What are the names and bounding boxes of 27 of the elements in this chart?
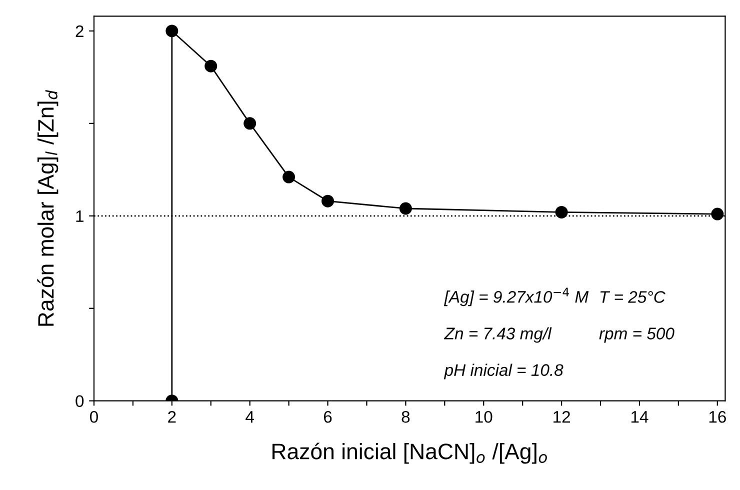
- y-tick-label: 2: [76, 25, 84, 38]
- x-axis-title: Razón inicial [NaCN]$_{o}$ /[Ag]$_{o}$: [272, 442, 547, 464]
- annotation: rpm = 500: [599, 328, 674, 343]
- x-tick-label: 2: [168, 410, 176, 423]
- x-tick-label: 16: [709, 410, 726, 423]
- x-tick-label: 6: [324, 410, 332, 423]
- x-tick-label: 8: [402, 410, 410, 423]
- y-tick-label: 1: [76, 210, 84, 222]
- annotation: pH inicial = 10.8: [444, 364, 564, 380]
- point: [204, 60, 218, 72]
- x-tick-label: 0: [90, 410, 98, 423]
- point: [399, 202, 412, 215]
- y-axis-title: Razón molar [Ag]$_{l}$ /[Zn]$_{d}$: [37, 90, 58, 326]
- point: [166, 24, 178, 38]
- annotation: [Ag] = 9.27x10$^{−4}$ M: [444, 288, 589, 306]
- point: [322, 194, 334, 208]
- x-tick-label: 10: [476, 410, 492, 423]
- point: [555, 206, 568, 218]
- annotation: T = 25°C: [600, 291, 666, 303]
- y-tick-label: 0: [76, 395, 84, 408]
- x-tick-label: 4: [246, 411, 254, 423]
- point: [282, 170, 296, 184]
- x-tick-label: 14: [631, 411, 648, 423]
- point: [711, 208, 724, 220]
- point: [244, 117, 256, 130]
- x-tick-label: 12: [554, 410, 570, 423]
- annotation: Zn = 7.43 mg/l: [444, 327, 552, 343]
